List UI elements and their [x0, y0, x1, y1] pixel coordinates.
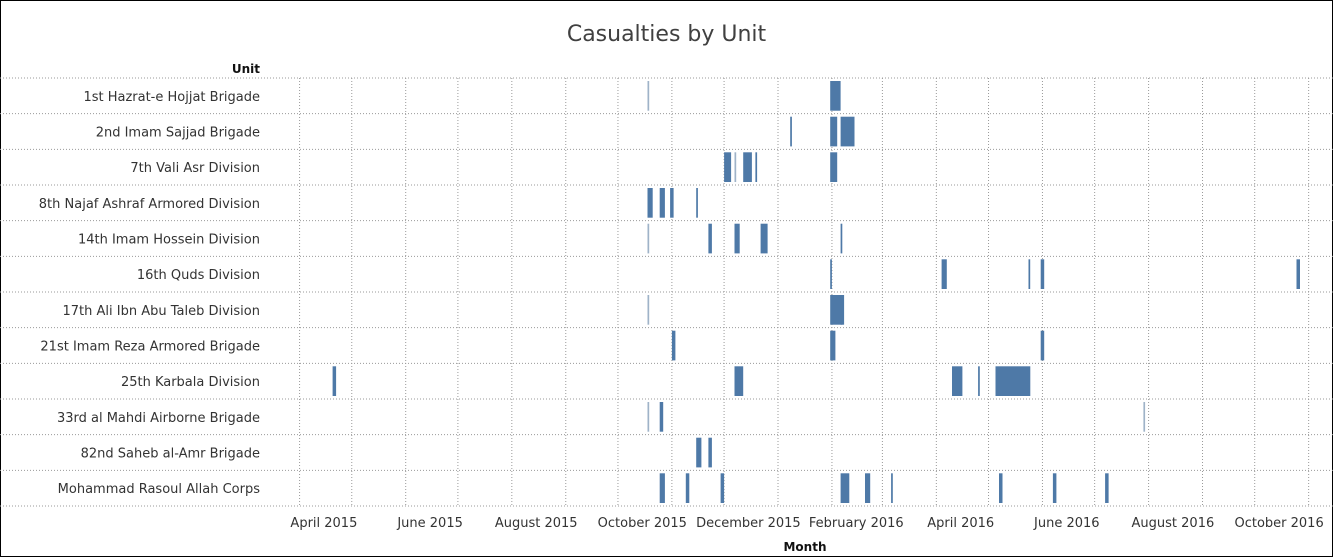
chart-title: Casualties by Unit [566, 22, 767, 47]
casualty-bar [647, 223, 650, 254]
casualty-bar [659, 473, 665, 503]
casualty-bar [755, 152, 758, 182]
casualty-bar [978, 366, 980, 396]
row-label: 33rd al Mahdi Airborne Brigade [57, 411, 260, 426]
x-tick-label: June 2016 [1033, 516, 1100, 531]
casualty-bar [840, 223, 843, 254]
casualty-bar [1028, 259, 1031, 289]
casualty-bar [647, 81, 650, 111]
casualty-bar [1105, 473, 1109, 503]
x-tick-label: August 2016 [1132, 516, 1215, 531]
x-axis-label: Month [783, 540, 826, 554]
casualty-bar [865, 473, 871, 503]
casualty-bar [332, 366, 337, 396]
casualty-bar [840, 116, 855, 147]
row-label: 16th Quds Division [137, 268, 260, 283]
x-tick-label: October 2016 [1234, 516, 1323, 531]
casualty-bar [995, 366, 1031, 396]
row-label: 14th Imam Hossein Division [78, 233, 260, 248]
casualty-bar [685, 473, 690, 503]
casualty-bar [659, 188, 665, 218]
casualty-bar [708, 223, 712, 254]
casualty-bar [743, 152, 752, 182]
casualty-bar [840, 473, 850, 503]
casualty-bar [790, 116, 792, 147]
casualty-bar [708, 437, 712, 468]
x-tick-label: December 2015 [696, 516, 801, 531]
casualty-bar [830, 152, 838, 182]
casualty-bar [647, 402, 650, 432]
casualty-bar [724, 152, 732, 182]
casualty-bar [647, 295, 650, 325]
casualty-bar [830, 81, 841, 111]
casualty-bar [830, 259, 832, 289]
bars-layer [332, 81, 1300, 503]
casualty-bar [1143, 402, 1146, 432]
casualty-bar [734, 152, 737, 182]
casualty-bar [1052, 473, 1057, 503]
casualty-bar [1040, 259, 1045, 289]
casualty-bar [734, 366, 744, 396]
row-label: 1st Hazrat-e Hojjat Brigade [83, 90, 260, 105]
row-label: Mohammad Rasoul Allah Corps [58, 482, 261, 497]
casualty-bar [941, 259, 947, 289]
casualty-bar [830, 330, 836, 361]
row-label: 7th Vali Asr Division [130, 161, 260, 176]
casualty-bar [659, 402, 664, 432]
x-tick-label: August 2015 [495, 516, 578, 531]
casualty-bar [1040, 330, 1045, 361]
casualty-bar [720, 473, 725, 503]
x-tick-label: October 2015 [598, 516, 687, 531]
casualty-bar [647, 188, 653, 218]
casualty-bar [696, 188, 698, 218]
row-label: 8th Najaf Ashraf Armored Division [39, 197, 260, 212]
row-labels: 1st Hazrat-e Hojjat Brigade 2nd Imam Sajj… [39, 90, 260, 497]
casualty-bar [734, 223, 740, 254]
row-label: 2nd Imam Sajjad Brigade [96, 126, 260, 141]
casualty-bar [760, 223, 768, 254]
x-tick-label: April 2015 [290, 516, 357, 531]
row-label: 17th Ali Ibn Abu Taleb Division [63, 304, 261, 319]
casualty-bar [671, 330, 676, 361]
row-header: Unit [232, 62, 260, 76]
x-tick-label: June 2015 [396, 516, 463, 531]
x-tick-labels: April 2015 June 2015 August 2015 October 20… [290, 516, 1323, 531]
grid-lines [0, 77, 1333, 507]
casualty-bar [999, 473, 1003, 503]
casualty-bar [891, 473, 893, 503]
x-tick-label: April 2016 [927, 516, 994, 531]
casualty-bar [830, 116, 838, 147]
casualty-bar [840, 295, 843, 325]
row-label: 21st Imam Reza Armored Brigade [40, 340, 260, 355]
casualty-bar [1296, 259, 1300, 289]
casualty-bar [952, 366, 963, 396]
casualty-bar [696, 437, 702, 468]
row-label: 82nd Saheb al-Amr Brigade [81, 447, 260, 462]
x-tick-label: February 2016 [809, 516, 904, 531]
row-label: 25th Karbala Division [121, 375, 260, 390]
casualty-bar [670, 188, 674, 218]
